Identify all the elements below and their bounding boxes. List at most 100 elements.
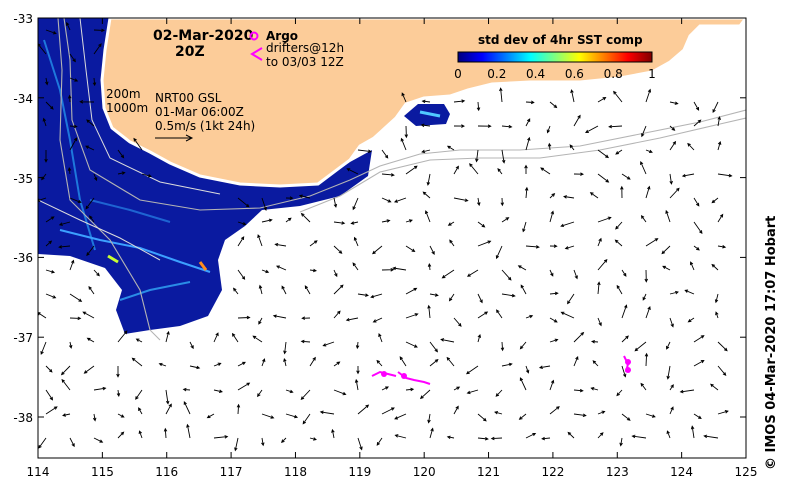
current-arrow [465, 365, 479, 375]
current-arrow [679, 389, 695, 394]
current-arrow [669, 406, 674, 415]
current-arrow [645, 149, 653, 154]
argo-legend: Argo [249, 29, 298, 43]
current-arrow [133, 137, 143, 151]
current-arrow [427, 263, 432, 271]
current-arrow [68, 341, 73, 349]
current-arrow [117, 330, 128, 343]
current-arrow [69, 259, 75, 271]
current-arrow [93, 386, 107, 391]
lat-tick-label: -36 [13, 251, 33, 265]
current-arrow [573, 114, 581, 127]
current-arrow [631, 434, 647, 439]
current-arrow [477, 333, 482, 343]
current-arrow [597, 96, 607, 103]
current-arrow [497, 167, 503, 175]
current-arrow [131, 357, 143, 367]
current-arrow [135, 389, 143, 400]
current-arrow [501, 149, 506, 164]
current-arrow [689, 261, 695, 271]
current-arrow [597, 281, 601, 295]
current-arrow [420, 123, 431, 128]
current-arrow [693, 101, 700, 111]
current-arrow [613, 90, 623, 103]
current-arrow [117, 149, 125, 159]
current-arrow [213, 362, 222, 367]
lon-tick-label: 114 [27, 465, 50, 479]
current-arrow [573, 413, 587, 418]
current-arrow [372, 317, 383, 323]
current-arrow [419, 389, 431, 400]
current-arrow [261, 358, 266, 367]
lon-tick-label: 121 [477, 465, 500, 479]
current-arrow [453, 317, 462, 327]
current-arrow [477, 437, 489, 441]
current-arrow [429, 245, 435, 255]
current-arrow [58, 245, 71, 249]
current-arrow [189, 365, 201, 370]
current-arrow [524, 186, 529, 199]
current-arrow [333, 221, 346, 225]
current-arrow [645, 305, 651, 319]
current-arrow [669, 187, 680, 199]
lon-tick-label: 125 [735, 465, 758, 479]
current-arrow [274, 242, 287, 247]
current-arrow [85, 145, 95, 151]
current-arrow [237, 315, 251, 320]
current-arrow [477, 311, 489, 319]
current-arrow [353, 236, 359, 247]
current-arrow [477, 197, 481, 207]
lat-tick-label: -38 [13, 411, 33, 425]
drifter-label-1: drifters@12h [266, 41, 344, 55]
lon-tick-label: 116 [155, 465, 178, 479]
current-arrow [424, 210, 431, 223]
current-arrow [45, 216, 55, 223]
current-arrow [669, 101, 679, 105]
current-arrow [213, 332, 219, 343]
current-arrow [333, 197, 338, 208]
current-arrow [597, 173, 610, 183]
current-arrow [477, 413, 487, 422]
current-arrow [86, 337, 95, 343]
current-arrow [517, 265, 527, 271]
current-arrow [714, 293, 719, 304]
current-arrow [693, 221, 703, 235]
current-arrow [258, 317, 263, 325]
current-arrow [615, 149, 623, 155]
current-arrow [258, 284, 263, 295]
colorbar-tick: 1 [648, 67, 656, 81]
current-arrow [525, 432, 537, 439]
current-arrow [333, 284, 344, 295]
current-arrow [690, 425, 695, 439]
current-arrow [165, 330, 170, 343]
colorbar: std dev of 4hr SST comp 0 0.2 0.4 0.6 0.… [454, 33, 656, 81]
current-arrow [549, 269, 554, 277]
longitude-axis-labels: 114 115 116 117 118 119 120 121 122 123 … [27, 465, 758, 479]
current-arrow [333, 389, 347, 396]
lon-tick-label: 120 [413, 465, 436, 479]
current-arrow [669, 173, 673, 185]
current-arrow [257, 234, 263, 247]
current-arrow [687, 142, 695, 151]
current-arrow [501, 217, 510, 223]
current-arrow [669, 384, 674, 391]
current-arrow [597, 237, 602, 247]
current-arrow [717, 365, 727, 376]
current-arrow [93, 28, 105, 33]
drifter-chevron-icon [250, 47, 263, 61]
map-date: 02-Mar-2020 [153, 28, 254, 44]
current-arrow [45, 101, 54, 110]
current-arrow [86, 119, 95, 127]
current-arrow [549, 379, 555, 391]
current-arrow [597, 216, 612, 223]
current-arrow [490, 436, 503, 441]
current-arrow [69, 124, 78, 129]
current-arrow [501, 293, 516, 298]
current-arrow [693, 119, 702, 127]
current-arrow [549, 193, 556, 199]
current-arrow [640, 160, 647, 175]
current-arrow [405, 219, 413, 223]
plot-frame [37, 17, 747, 459]
current-arrow [237, 361, 246, 367]
current-arrow [453, 197, 469, 202]
